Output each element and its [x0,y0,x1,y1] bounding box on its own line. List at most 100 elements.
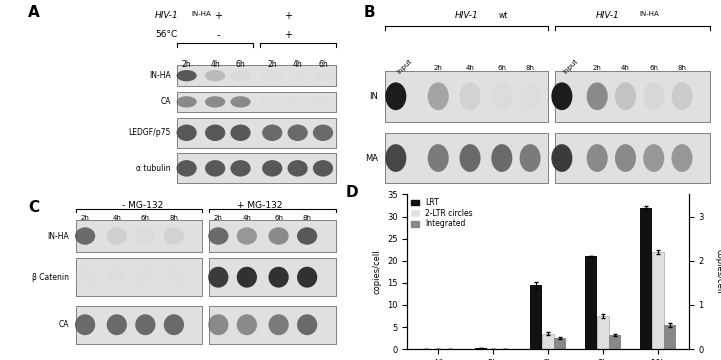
Ellipse shape [107,227,127,245]
Ellipse shape [164,267,184,288]
Ellipse shape [231,160,251,176]
Text: 8h: 8h [678,66,686,71]
FancyBboxPatch shape [555,71,710,122]
Text: 8h: 8h [526,66,534,71]
FancyBboxPatch shape [177,66,336,86]
Ellipse shape [177,125,197,141]
Text: 6h: 6h [497,66,506,71]
Text: 2h: 2h [182,60,191,69]
Ellipse shape [231,70,251,81]
Text: HIV-1: HIV-1 [596,11,619,20]
Ellipse shape [164,227,184,245]
Ellipse shape [552,144,572,172]
Text: 6h: 6h [649,66,658,71]
Ellipse shape [643,82,664,110]
Text: 8h: 8h [303,215,311,221]
FancyBboxPatch shape [209,220,336,252]
Text: 4h: 4h [242,215,252,221]
Bar [664,325,676,349]
Ellipse shape [615,82,636,110]
Ellipse shape [107,267,127,288]
Ellipse shape [262,70,283,81]
Text: 6h: 6h [274,215,283,221]
Ellipse shape [236,227,257,245]
Ellipse shape [205,96,225,108]
Ellipse shape [520,82,541,110]
Ellipse shape [297,267,317,288]
Ellipse shape [297,227,317,245]
FancyBboxPatch shape [76,306,203,344]
Ellipse shape [75,314,95,335]
Ellipse shape [615,144,636,172]
Y-axis label: copies/cell: copies/cell [373,249,381,294]
Text: CA: CA [160,97,171,107]
Y-axis label: x10⁻² 2-LTR
copies/cell: x10⁻² 2-LTR copies/cell [715,248,721,296]
Text: 6h: 6h [141,215,150,221]
Text: -: - [216,30,220,40]
Ellipse shape [136,267,156,288]
Text: 4h: 4h [466,66,474,71]
Text: 6h: 6h [236,60,245,69]
Text: Input: Input [396,58,413,75]
Ellipse shape [231,96,251,108]
Text: 2h: 2h [593,66,601,71]
Ellipse shape [268,314,288,335]
Ellipse shape [552,82,572,110]
Ellipse shape [671,82,692,110]
Ellipse shape [231,125,251,141]
Text: MA: MA [365,153,378,163]
Ellipse shape [268,267,288,288]
Bar [530,285,542,349]
Bar [609,335,621,349]
Text: 56°C: 56°C [155,30,177,39]
Ellipse shape [177,70,197,81]
Text: +: + [284,30,292,40]
Ellipse shape [208,314,229,335]
Text: HIV-1: HIV-1 [455,11,478,20]
Text: D: D [345,185,358,200]
Ellipse shape [385,144,407,172]
Ellipse shape [288,96,308,108]
Text: 2h: 2h [267,60,277,69]
Ellipse shape [313,125,333,141]
Text: 6h: 6h [318,60,328,69]
FancyBboxPatch shape [209,306,336,344]
Ellipse shape [313,70,333,81]
Text: + MG-132: + MG-132 [236,201,283,210]
Ellipse shape [428,82,448,110]
Ellipse shape [268,227,288,245]
Text: 2h: 2h [434,66,443,71]
Text: - MG-132: - MG-132 [122,201,163,210]
Ellipse shape [107,314,127,335]
Text: B: B [364,5,376,21]
Bar [640,208,652,349]
Ellipse shape [236,267,257,288]
Ellipse shape [205,70,225,81]
Legend: LRT, 2-LTR circles, Integrated: LRT, 2-LTR circles, Integrated [411,198,472,228]
Ellipse shape [313,96,333,108]
Bar [652,252,664,349]
Ellipse shape [136,314,156,335]
Bar [475,348,487,349]
Text: A: A [28,5,40,21]
Ellipse shape [208,227,229,245]
FancyBboxPatch shape [177,118,336,148]
Bar [597,316,609,349]
Bar [554,338,566,349]
Text: IN-HA: IN-HA [191,11,211,17]
Text: HIV-1: HIV-1 [155,11,179,20]
Ellipse shape [236,314,257,335]
Ellipse shape [262,96,283,108]
FancyBboxPatch shape [555,133,710,183]
FancyBboxPatch shape [209,258,336,296]
Ellipse shape [262,160,283,176]
Text: 4h: 4h [293,60,303,69]
Ellipse shape [288,70,308,81]
Ellipse shape [459,144,480,172]
Ellipse shape [587,144,608,172]
Text: 8h: 8h [169,215,178,221]
Ellipse shape [205,160,225,176]
Text: α tubulin: α tubulin [136,164,171,173]
Text: wt: wt [498,11,508,20]
Text: +: + [214,11,222,21]
